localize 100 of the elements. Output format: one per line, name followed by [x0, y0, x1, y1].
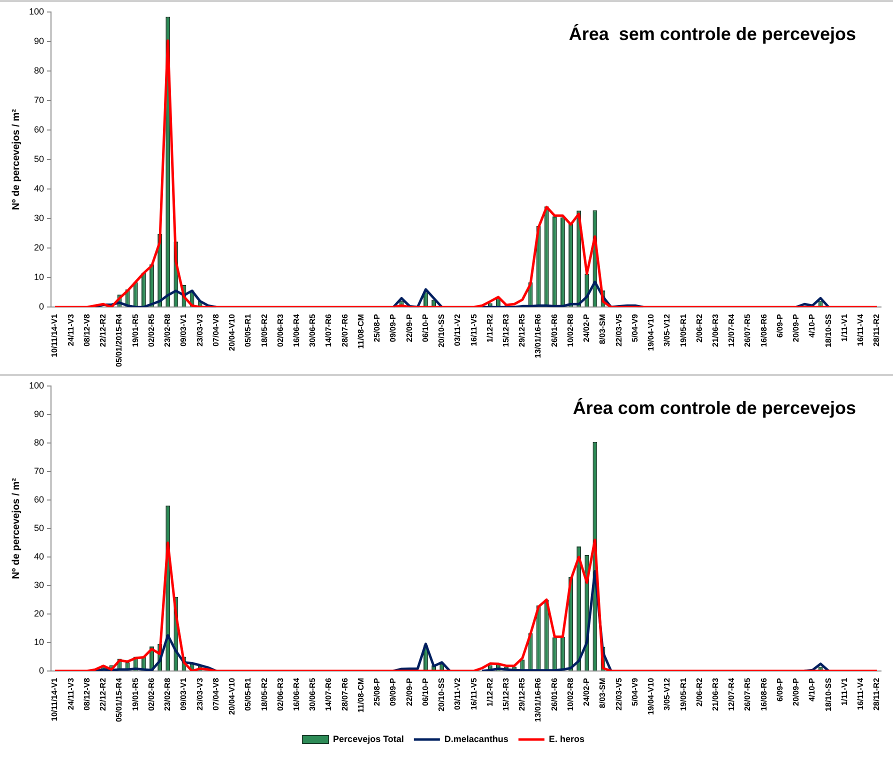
- x-tick-label: 1/12-R2: [485, 677, 494, 706]
- legend-label: Percevejos Total: [333, 734, 404, 744]
- x-tick-label: 26/01-R6: [550, 677, 559, 711]
- y-tick-label: 60: [34, 124, 44, 135]
- x-tick-label: 05/01/2015-R4: [114, 314, 124, 368]
- x-tick-label: 16/11-V5: [469, 677, 478, 710]
- x-tick-label: 18/05-R2: [260, 677, 269, 711]
- x-tick-label: 20/09-P: [792, 313, 801, 342]
- x-tick-label: 4/10-P: [808, 313, 817, 338]
- x-tick-label: 26/01-R6: [550, 314, 559, 347]
- x-tick-label: 23/03-V3: [195, 314, 204, 347]
- x-tick-label: 20/04-V10: [228, 677, 237, 715]
- y-tick-label: 100: [28, 380, 44, 390]
- x-tick-label: 30/06-R5: [308, 677, 318, 711]
- x-tick-label: 20/10-SS: [437, 313, 446, 348]
- x-tick-label: 09/03-V1: [179, 314, 188, 347]
- x-tick-label: 23/02-R8: [163, 314, 172, 347]
- y-tick-label: 80: [34, 437, 44, 448]
- x-tick-label: 29/12-R5: [518, 314, 527, 347]
- x-tick-label: 25/08-P: [372, 677, 382, 706]
- y-tick-label: 40: [34, 551, 44, 562]
- x-tick-label: 07/04-V8: [211, 314, 220, 347]
- y-axis-title: Nº de percevejos / m²: [10, 477, 22, 579]
- x-tick-label: 12/07-R4: [727, 677, 736, 711]
- x-tick-label: 22/03-V5: [614, 314, 624, 347]
- x-tick-label: 20/04-V10: [228, 314, 237, 351]
- x-tick-label: 30/06-R5: [308, 314, 318, 347]
- x-tick-label: 13/01/16-R6: [534, 677, 543, 722]
- x-tick-label: 20/10-SS: [437, 677, 446, 712]
- x-tick-label: 14/07-R6: [324, 677, 334, 711]
- x-tick-label: 16/08-R6: [759, 677, 768, 711]
- x-tick-label: 09/03-V1: [179, 677, 188, 710]
- x-tick-label: 19/05-R1: [678, 677, 688, 711]
- x-tick-label: 23/02-R8: [163, 677, 172, 711]
- x-tick-label: 19/04-V10: [646, 314, 656, 351]
- x-tick-label: 3/05-V12: [662, 314, 672, 347]
- x-tick-label: 15/12-R3: [502, 314, 510, 347]
- text: Área com controle de percevejos: [572, 398, 856, 418]
- x-tick-label: 16/11-V4: [856, 314, 866, 346]
- x-tick-label: 8/03-SM: [598, 678, 608, 708]
- x-tick-label: 18/10-SS: [824, 313, 833, 348]
- x-tick-label: 28/11-R2: [872, 314, 882, 347]
- x-tick-label: 16/08-R6: [759, 314, 768, 347]
- y-tick-label: 100: [28, 6, 44, 16]
- x-tick-label: 24/11-V3: [66, 677, 76, 710]
- y-tick-label: 60: [34, 494, 44, 504]
- x-tick-label: 24/02-P: [582, 313, 592, 342]
- y-tick-label: 90: [34, 408, 44, 419]
- y-tick-label: 0: [39, 665, 44, 676]
- y-tick-label: 90: [34, 36, 44, 46]
- y-tick-label: 70: [34, 466, 44, 476]
- x-tick-label: 22/12-R2: [98, 314, 108, 347]
- x-tick-label: 28/07-R6: [340, 677, 350, 711]
- y-tick-label: 50: [34, 522, 44, 533]
- x-tick-label: 20/09-P: [792, 677, 801, 706]
- x-tick-label: 1/11-V1: [840, 677, 849, 706]
- x-tick-label: 2/06-R2: [694, 677, 704, 706]
- x-tick-label: 19/01-R5: [130, 314, 140, 347]
- legend-label: E. heros: [548, 734, 584, 744]
- y-tick-label: 10: [34, 636, 44, 647]
- x-tick-label: 08/12-V8: [82, 314, 92, 347]
- x-tick-label: 2/06-R2: [694, 314, 704, 343]
- x-tick-label: 19/01-R5: [130, 677, 140, 711]
- text: Área sem controle de percevejos: [568, 24, 856, 44]
- x-tick-label: 26/07-R5: [743, 677, 752, 711]
- x-tick-label: 5/04-V9: [630, 677, 640, 706]
- x-tick-label: 1/12-R2: [485, 314, 494, 343]
- y-tick-label: 30: [34, 580, 44, 590]
- x-tick-label: 22/12-R2: [98, 677, 108, 711]
- x-tick-label: 10/02-R8: [566, 677, 575, 711]
- x-tick-label: 02/02-R6: [146, 677, 156, 711]
- x-tick-label: 03/11-V2: [453, 314, 462, 346]
- y-tick-label: 70: [34, 95, 44, 106]
- x-tick-label: 16/06-R4: [292, 677, 301, 711]
- x-tick-label: 03/11-V2: [453, 677, 462, 710]
- x-tick-label: 02/02-R5: [146, 314, 156, 347]
- x-tick-label: 06/10-P: [420, 313, 430, 342]
- x-tick-label: 8/03-SM: [598, 314, 608, 344]
- x-tick-label: 09/09-P: [388, 677, 398, 706]
- x-tick-label: 11/08-CM: [356, 678, 366, 713]
- y-tick-label: 20: [34, 608, 44, 618]
- x-tick-label: 19/04-V10: [646, 677, 656, 715]
- x-tick-label: 24/11-V3: [66, 314, 76, 346]
- x-tick-label: 26/07-R5: [743, 314, 752, 347]
- x-tick-label: 15/12-R3: [502, 677, 510, 711]
- x-tick-label: 06/10-P: [420, 677, 430, 706]
- x-tick-label: 10/11/14-V1: [50, 677, 60, 722]
- legend-label: D.melacanthus: [444, 734, 508, 744]
- x-tick-label: 22/09-P: [404, 313, 414, 342]
- y-axis-title: Nº de percevejos / m²: [10, 108, 22, 210]
- x-tick-label: 25/08-P: [372, 313, 382, 342]
- x-tick-label: 13/01/16-R6: [534, 314, 543, 358]
- x-tick-label: 12/07-R4: [727, 314, 736, 347]
- x-tick-label: 05/01/15-R4: [114, 677, 124, 722]
- x-tick-label: 22/03-V5: [614, 677, 624, 710]
- x-tick-label: 16/11-V4: [856, 677, 866, 710]
- x-tick-label: 1/11-V1: [840, 314, 849, 342]
- x-tick-label: 02/06-R3: [276, 314, 285, 347]
- x-tick-label: 6/09-P: [775, 677, 784, 702]
- x-tick-label: 05/05-R1: [244, 314, 253, 347]
